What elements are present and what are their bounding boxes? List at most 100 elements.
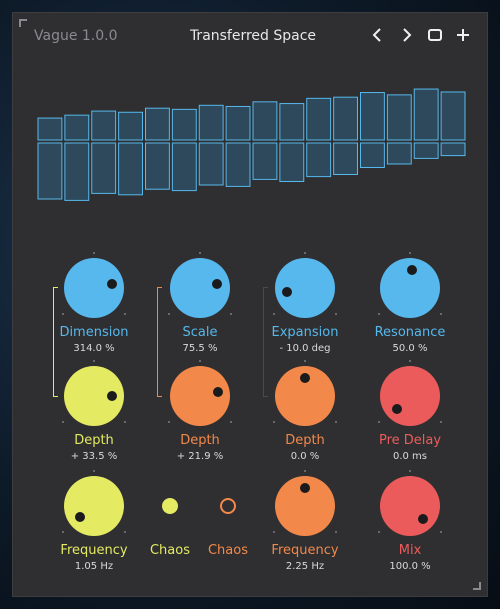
visualizer-bar-bottom: [440, 142, 466, 157]
knob-tick: [124, 531, 126, 533]
visualizer-bar-bottom: [171, 142, 197, 192]
knob-tick: [304, 360, 306, 362]
dimension-label: Dimension: [59, 325, 129, 340]
visualizer-bar-top: [91, 110, 117, 141]
resize-corner-top-left: [19, 19, 27, 27]
knob-tick: [335, 531, 337, 533]
knob-tick: [440, 531, 442, 533]
depth-1-value[interactable]: + 33.5 %: [70, 451, 118, 462]
expansion-knob[interactable]: [275, 258, 335, 318]
knob-tick: [62, 313, 64, 315]
visualizer-bar-top: [306, 97, 332, 141]
visualizer-bar-top: [171, 108, 197, 141]
knob-tick: [273, 531, 275, 533]
pre-delay-value[interactable]: 0.0 ms: [392, 451, 428, 462]
knob-indicator: [74, 511, 85, 522]
window-button[interactable]: [425, 25, 445, 45]
next-preset-button[interactable]: [396, 25, 416, 45]
visualizer-bar-top: [145, 107, 170, 141]
dimension-value[interactable]: 314.0 %: [73, 343, 115, 354]
visualizer-bar-top: [252, 101, 278, 141]
visualizer-bar-bottom: [413, 142, 439, 159]
visualizer-bar-bottom: [198, 142, 224, 186]
window-icon: [428, 29, 442, 41]
visualizer-bar-top: [225, 105, 251, 141]
knob-indicator: [417, 513, 428, 524]
visualizer-bar-bottom: [333, 142, 358, 175]
depth-2-label: Depth: [180, 433, 220, 448]
add-preset-button[interactable]: [453, 25, 473, 45]
frequency-1-value[interactable]: 1.05 Hz: [74, 561, 114, 572]
knob-tick: [199, 360, 201, 362]
pre-delay-knob[interactable]: [380, 366, 440, 426]
chaos-1-label: Chaos: [149, 543, 190, 558]
resize-corner-bottom-right[interactable]: [473, 582, 481, 590]
modulation-bracket-inactive: [263, 287, 268, 397]
depth-2-knob[interactable]: [170, 366, 230, 426]
visualizer-bar-top: [360, 92, 385, 141]
spectrum-visualizer: [37, 88, 466, 201]
chaos-2-toggle[interactable]: [220, 498, 236, 514]
resonance-value[interactable]: 50.0 %: [392, 343, 428, 354]
knob-tick: [409, 252, 411, 254]
scale-knob[interactable]: [170, 258, 230, 318]
knob-tick: [335, 313, 337, 315]
mix-label: Mix: [398, 543, 422, 558]
knob-tick: [440, 421, 442, 423]
visualizer-bar-bottom: [279, 142, 305, 182]
visualizer-bar-bottom: [386, 142, 412, 165]
depth-1-knob[interactable]: [64, 366, 124, 426]
frequency-1-knob[interactable]: [64, 476, 124, 536]
knob-tick: [93, 470, 95, 472]
visualizer-bar-top: [333, 96, 358, 141]
depth-3-knob[interactable]: [275, 366, 335, 426]
knob-tick: [124, 421, 126, 423]
frequency-2-value[interactable]: 2.25 Hz: [285, 561, 325, 572]
chaos-1-toggle[interactable]: [162, 498, 178, 514]
knob-indicator: [406, 265, 417, 276]
expansion-label: Expansion: [271, 325, 339, 340]
knob-tick: [168, 421, 170, 423]
knob-indicator: [392, 403, 403, 414]
knob-tick: [304, 252, 306, 254]
visualizer-bar-bottom: [145, 142, 170, 190]
knob-indicator: [300, 483, 310, 493]
knob-tick: [378, 531, 380, 533]
visualizer-bar-bottom: [360, 142, 385, 168]
knob-tick: [93, 252, 95, 254]
depth-3-label: Depth: [285, 433, 325, 448]
plugin-name: Vague 1.0.0: [34, 28, 118, 44]
knob-tick: [199, 252, 201, 254]
knob-tick: [273, 313, 275, 315]
preset-name[interactable]: Transferred Space: [189, 28, 317, 44]
visualizer-bar-bottom: [225, 142, 251, 187]
knob-tick: [124, 313, 126, 315]
knob-tick: [335, 421, 337, 423]
knob-tick: [409, 470, 411, 472]
modulation-bracket-yellow: [53, 287, 58, 397]
resonance-knob[interactable]: [380, 258, 440, 318]
depth-3-value[interactable]: 0.0 %: [290, 451, 320, 462]
frequency-2-knob[interactable]: [275, 476, 335, 536]
depth-2-value[interactable]: + 21.9 %: [176, 451, 224, 462]
visualizer-bar-bottom: [91, 142, 117, 194]
visualizer-bar-bottom: [118, 142, 143, 196]
visualizer-bar-top: [413, 88, 439, 141]
prev-preset-button[interactable]: [368, 25, 388, 45]
expansion-value[interactable]: - 10.0 deg: [279, 343, 331, 354]
chevron-right-icon: [403, 28, 412, 42]
visualizer-bar-bottom: [37, 142, 63, 200]
mix-knob[interactable]: [380, 476, 440, 536]
knob-indicator: [212, 387, 223, 398]
knob-tick: [378, 313, 380, 315]
knob-tick: [168, 313, 170, 315]
knob-indicator: [106, 390, 117, 401]
dimension-knob[interactable]: [64, 258, 124, 318]
knob-tick: [93, 360, 95, 362]
mix-value[interactable]: 100.0 %: [389, 561, 431, 572]
visualizer-bar-bottom: [306, 142, 332, 178]
frequency-2-label: Frequency: [271, 543, 339, 558]
scale-value[interactable]: 75.5 %: [182, 343, 218, 354]
resonance-label: Resonance: [374, 325, 446, 340]
visualizer-bar-top: [386, 94, 412, 141]
